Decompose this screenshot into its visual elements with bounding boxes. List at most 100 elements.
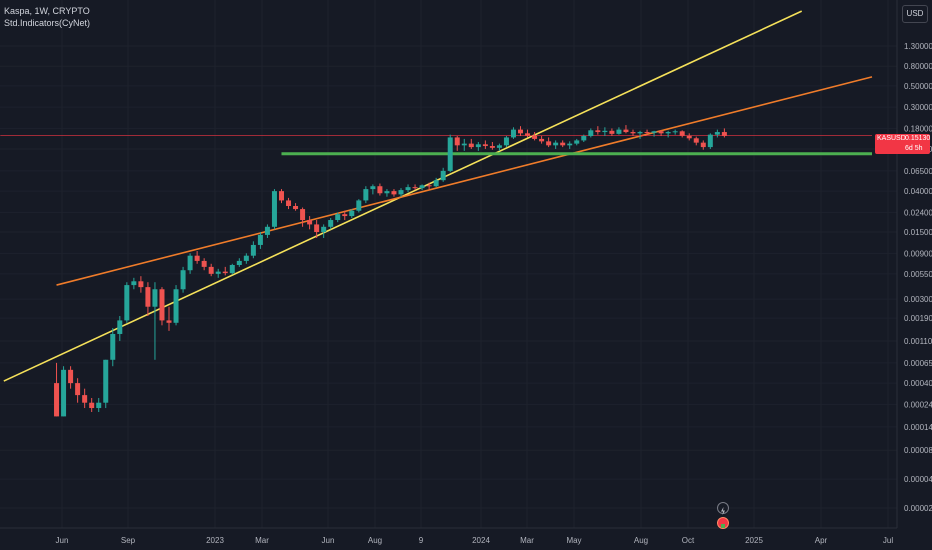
candle-body bbox=[489, 146, 495, 148]
candle bbox=[110, 328, 116, 367]
candle bbox=[243, 253, 249, 264]
candle bbox=[454, 136, 460, 151]
candle-body bbox=[412, 187, 418, 189]
x-tick-label: Apr bbox=[815, 536, 828, 545]
candle-body bbox=[278, 191, 284, 201]
candle bbox=[103, 359, 109, 409]
y-tick-label: 0.01500 bbox=[904, 228, 932, 237]
candle bbox=[356, 199, 362, 213]
candle-body bbox=[236, 260, 242, 265]
candle-body bbox=[539, 138, 545, 142]
symbol-title[interactable]: Kaspa, 1W, CRYPTO bbox=[4, 6, 90, 16]
candle-body bbox=[405, 187, 411, 191]
candle-body bbox=[82, 395, 88, 403]
candle bbox=[131, 277, 137, 290]
candle-body bbox=[532, 135, 538, 139]
candle bbox=[532, 132, 538, 141]
candle-body bbox=[208, 266, 214, 274]
candle-body bbox=[567, 143, 573, 146]
candle bbox=[503, 136, 509, 148]
candle bbox=[152, 282, 158, 360]
time-axis[interactable]: Jun Sep 2023 Mar Jun Aug 9 2024 Mar May Aug Oct 2025… bbox=[56, 536, 894, 545]
candle bbox=[461, 138, 467, 151]
candle bbox=[546, 137, 552, 148]
candle-body bbox=[637, 132, 643, 134]
y-tick-label: 0.00002 bbox=[904, 504, 932, 513]
candle-body bbox=[356, 200, 362, 211]
candle bbox=[68, 366, 74, 389]
candle-body bbox=[293, 205, 299, 210]
currency-button[interactable]: USD bbox=[902, 5, 928, 23]
price-badge-symbol: KASUSD bbox=[877, 135, 906, 142]
candle-body bbox=[110, 333, 116, 360]
candle-body bbox=[707, 134, 713, 148]
candle-body bbox=[651, 131, 657, 133]
candle bbox=[426, 182, 432, 190]
candle bbox=[672, 129, 678, 135]
indicator-label[interactable]: Std.Indicators(CyNet) bbox=[4, 18, 91, 28]
candle-body bbox=[321, 226, 327, 233]
candle-body bbox=[693, 138, 699, 143]
candle-body bbox=[665, 132, 671, 134]
candle-body bbox=[679, 131, 685, 136]
candle-body bbox=[658, 131, 664, 134]
candle bbox=[560, 140, 566, 148]
candle-body bbox=[714, 132, 720, 135]
candle-body bbox=[201, 260, 207, 267]
candle bbox=[124, 282, 130, 323]
candle bbox=[271, 189, 277, 230]
candle-body bbox=[257, 234, 263, 245]
x-tick-label: Aug bbox=[634, 536, 648, 545]
candle bbox=[679, 130, 685, 138]
x-tick-label: 2023 bbox=[206, 536, 224, 545]
candle-body bbox=[89, 402, 95, 409]
candle-body bbox=[503, 137, 509, 146]
candle-body bbox=[300, 209, 306, 221]
candle bbox=[510, 127, 516, 139]
candle-body bbox=[145, 287, 151, 307]
candle bbox=[342, 210, 348, 221]
y-tick-label: 0.00004 bbox=[904, 475, 932, 484]
y-tick-label: 0.00040 bbox=[904, 379, 932, 388]
x-tick-label: Jun bbox=[322, 536, 335, 545]
candle bbox=[370, 184, 376, 195]
candle bbox=[637, 130, 643, 139]
orange-trendline[interactable] bbox=[56, 76, 873, 286]
y-tick-label: 0.06500 bbox=[904, 167, 932, 176]
candle bbox=[412, 184, 418, 191]
candle bbox=[567, 141, 573, 149]
candle-body bbox=[335, 214, 341, 221]
y-tick-label: 0.00550 bbox=[904, 270, 932, 279]
candle-body bbox=[307, 220, 313, 225]
candle bbox=[293, 203, 299, 211]
candle-body bbox=[623, 129, 629, 133]
candle bbox=[630, 129, 636, 137]
candle bbox=[328, 217, 334, 230]
price-badge-countdown: 6d 5h bbox=[905, 145, 923, 152]
candle bbox=[145, 282, 151, 317]
candle-body bbox=[510, 129, 516, 138]
candle bbox=[349, 209, 355, 218]
candle bbox=[616, 127, 622, 135]
candle-body bbox=[271, 191, 277, 227]
lightning-icon[interactable] bbox=[717, 502, 729, 515]
flag-icon[interactable] bbox=[717, 517, 729, 529]
candle bbox=[665, 130, 671, 138]
candle bbox=[440, 167, 446, 182]
candle-body bbox=[525, 133, 531, 136]
candle-body bbox=[328, 220, 334, 227]
candle bbox=[384, 189, 390, 197]
y-tick-label: 0.00014 bbox=[904, 423, 932, 432]
candle-body bbox=[342, 214, 348, 217]
candle-body bbox=[602, 130, 608, 133]
candle-body bbox=[243, 255, 249, 261]
candle bbox=[475, 141, 481, 151]
candle bbox=[714, 129, 720, 138]
candle-body bbox=[419, 185, 425, 189]
candle-body bbox=[686, 135, 692, 139]
candle bbox=[173, 285, 179, 326]
price-badge-value: 0.15130 bbox=[905, 135, 931, 142]
candle-body bbox=[391, 191, 397, 195]
candle bbox=[468, 138, 474, 149]
